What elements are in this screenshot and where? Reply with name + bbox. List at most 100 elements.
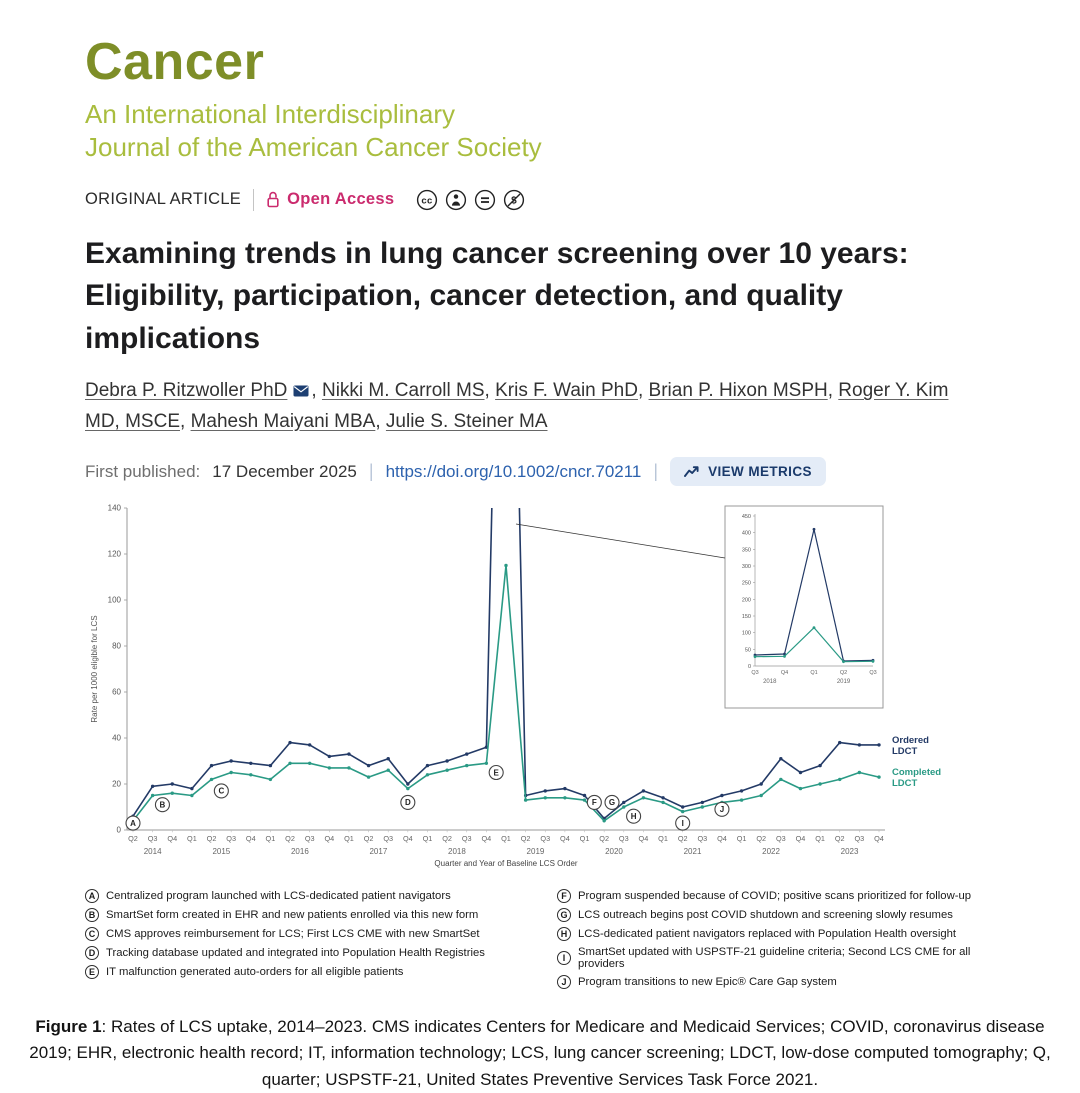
- author-link[interactable]: Brian P. Hixon MSPH: [648, 380, 828, 402]
- footnote-letter-badge: B: [85, 908, 99, 923]
- svg-text:150: 150: [742, 614, 751, 620]
- svg-text:Q4: Q4: [796, 834, 806, 843]
- author-separator: ,: [484, 380, 496, 402]
- article-title: Examining trends in lung cancer screenin…: [85, 236, 909, 355]
- author-link[interactable]: Kris F. Wain PhD: [495, 380, 638, 402]
- svg-text:2016: 2016: [291, 847, 309, 856]
- svg-text:2023: 2023: [841, 847, 859, 856]
- footnote-letter-badge: F: [557, 889, 571, 904]
- footnote-item: J Program transitions to new Epic® Care G…: [557, 975, 995, 990]
- svg-text:450: 450: [742, 514, 751, 520]
- svg-text:Q4: Q4: [781, 670, 788, 676]
- footnote-letter-badge: I: [557, 951, 571, 966]
- event-marker-G: [604, 794, 620, 811]
- svg-text:100: 100: [108, 596, 122, 605]
- event-marker-I: [675, 815, 691, 831]
- svg-text:G: G: [609, 798, 615, 807]
- figure-caption-label: Figure 1: [35, 1017, 102, 1037]
- svg-text:50: 50: [745, 647, 751, 653]
- journal-subtitle-line1: An International Interdisciplinary: [85, 99, 455, 129]
- email-icon[interactable]: [293, 385, 309, 397]
- footnotes-left: A Centralized program launched with LCS-d…: [85, 889, 523, 994]
- svg-text:Q3: Q3: [697, 834, 707, 843]
- article-meta-row: ORIGINAL ARTICLE Open Access cc: [85, 188, 995, 211]
- svg-text:F: F: [592, 798, 597, 807]
- author-link[interactable]: Roger Y. Kim MD, MSCE: [85, 380, 949, 432]
- series-label: Completed LDCT: [892, 767, 941, 789]
- doi-link[interactable]: https://doi.org/10.1002/cncr.70211: [385, 461, 642, 481]
- svg-text:Q1: Q1: [815, 834, 825, 843]
- svg-text:Q1: Q1: [737, 834, 747, 843]
- svg-text:H: H: [631, 812, 637, 821]
- svg-text:Q1: Q1: [580, 834, 590, 843]
- footnote-letter-badge: J: [557, 975, 571, 990]
- author-link[interactable]: Mahesh Maiyani MBA: [190, 410, 376, 432]
- svg-text:$: $: [511, 195, 517, 206]
- footnote-text: CMS approves reimbursement for LCS; Firs…: [106, 928, 480, 941]
- view-metrics-button[interactable]: VIEW METRICS: [670, 457, 826, 487]
- svg-text:Q4: Q4: [874, 834, 884, 843]
- svg-text:400: 400: [742, 531, 751, 537]
- footnote-letter-badge: H: [557, 927, 571, 942]
- cc-nc-icon: $: [504, 189, 525, 210]
- event-marker-H: [626, 808, 642, 824]
- journal-subtitle: An International Interdisciplinary Journ…: [85, 98, 995, 165]
- svg-text:Q3: Q3: [540, 834, 550, 843]
- svg-text:Q2: Q2: [599, 834, 609, 843]
- event-marker-D: [400, 794, 416, 811]
- author-link[interactable]: Nikki M. Carroll MS: [321, 380, 485, 402]
- event-marker-B: [154, 797, 170, 813]
- svg-text:100: 100: [742, 631, 751, 637]
- inset-callout-line: [515, 523, 726, 559]
- footnote-letter-badge: D: [85, 946, 99, 961]
- cc-icon: cc: [417, 189, 438, 210]
- svg-text:Q1: Q1: [423, 834, 433, 843]
- footnote-item: G LCS outreach begins post COVID shutdown…: [557, 908, 995, 923]
- journal-logo: Cancer: [85, 33, 265, 91]
- svg-text:Q3: Q3: [462, 834, 472, 843]
- publication-date: 17 December 2025: [212, 461, 357, 481]
- svg-text:Q3: Q3: [226, 834, 236, 843]
- open-access-badge[interactable]: Open Access: [266, 190, 394, 209]
- footnote-letter-badge: G: [557, 908, 571, 923]
- separator: |: [368, 461, 374, 482]
- footnote-text: SmartSet form created in EHR and new pat…: [106, 909, 479, 922]
- footnote-item: D Tracking database updated and integrate…: [85, 946, 523, 961]
- svg-text:Q2: Q2: [678, 834, 688, 843]
- license-icons: cc $: [416, 189, 525, 211]
- svg-text:80: 80: [112, 642, 121, 651]
- svg-text:Q3: Q3: [148, 834, 158, 843]
- footnote-text: Program suspended because of COVID; posi…: [578, 890, 972, 903]
- view-metrics-label: VIEW METRICS: [708, 464, 812, 480]
- footnote-item: C CMS approves reimbursement for LCS; Fir…: [85, 927, 523, 942]
- footnote-item: H LCS-dedicated patient navigators replac…: [557, 927, 995, 942]
- event-marker-A: [125, 815, 141, 831]
- svg-text:2022: 2022: [762, 847, 780, 856]
- footnote-item: I SmartSet updated with USPSTF-21 guideli…: [557, 946, 995, 970]
- footnote-item: F Program suspended because of COVID; pos…: [557, 889, 995, 904]
- svg-text:0: 0: [748, 664, 751, 670]
- svg-text:2014: 2014: [144, 847, 162, 856]
- footnote-text: Program transitions to new Epic® Care Ga…: [578, 976, 837, 989]
- footnote-text: LCS outreach begins post COVID shutdown …: [578, 909, 953, 922]
- footnote-item: E IT malfunction generated auto-orders fo…: [85, 965, 523, 980]
- lcs-chart: 0 20 40 60 80 100 120 140 Q2 Q3 Q4 Q1 Q2 Q3 Q4 Q1 Q2 Q3 Q4…: [90, 504, 941, 869]
- event-marker-J: [714, 801, 730, 817]
- svg-text:Q3: Q3: [619, 834, 629, 843]
- author-link[interactable]: Debra P. Ritzwoller PhD: [85, 380, 288, 402]
- svg-text:B: B: [160, 801, 166, 810]
- svg-text:J: J: [720, 805, 724, 814]
- x-axis-title: Quarter and Year of Baseline LCS Order: [434, 859, 578, 868]
- svg-text:350: 350: [742, 547, 751, 553]
- footnote-text: LCS-dedicated patient navigators replace…: [578, 928, 957, 941]
- author-link[interactable]: Julie S. Steiner MA: [385, 410, 548, 432]
- meta-divider: [253, 188, 255, 211]
- svg-text:Q2: Q2: [521, 834, 531, 843]
- series-label: Ordered LDCT: [892, 735, 929, 757]
- svg-text:Q4: Q4: [324, 834, 334, 843]
- footnote-item: B SmartSet form created in EHR and new pa…: [85, 908, 523, 923]
- separator: |: [653, 461, 659, 482]
- svg-text:Q4: Q4: [167, 834, 177, 843]
- footnote-text: Centralized program launched with LCS-de…: [106, 890, 451, 903]
- svg-text:Q3: Q3: [383, 834, 393, 843]
